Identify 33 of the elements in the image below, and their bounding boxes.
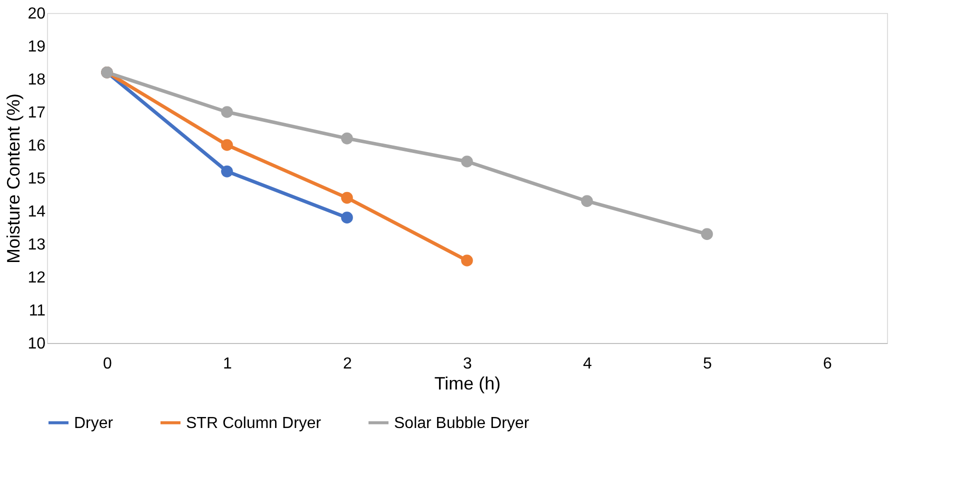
y-tick-label: 15 — [28, 170, 46, 188]
point — [341, 212, 353, 224]
y-tick-label: 16 — [28, 138, 46, 154]
y-tick-label: 11 — [28, 302, 46, 320]
x-tick-label: 1 — [223, 356, 232, 372]
point — [581, 195, 593, 208]
x-tick-label: 5 — [703, 356, 712, 372]
legend-label: Solar Bubble Dryer — [394, 414, 530, 432]
x-tick-label: 6 — [823, 356, 832, 372]
point — [461, 254, 473, 266]
point — [221, 165, 233, 178]
y-tick-label: 13 — [28, 236, 46, 254]
y-tick-label: 12 — [28, 270, 46, 286]
y-tick-label: 17 — [28, 104, 46, 122]
y-tick-label: 19 — [28, 38, 46, 56]
y-tick-label: 20 — [28, 6, 46, 22]
x-axis-title: Time (h) — [434, 374, 501, 394]
point — [221, 139, 233, 151]
point — [461, 156, 473, 168]
x-tick-label: 3 — [463, 356, 472, 372]
legend-label: Dryer — [74, 414, 114, 432]
point — [341, 192, 353, 204]
point — [701, 228, 713, 240]
y-axis-title: Moisture Content (%) — [4, 93, 24, 264]
x-tick-label: 0 — [103, 356, 112, 372]
x-tick-label: 4 — [583, 356, 592, 372]
y-tick-label: 14 — [28, 204, 46, 220]
x-tick-label: 2 — [343, 356, 352, 372]
point — [221, 106, 233, 118]
y-tick-label: 10 — [28, 336, 46, 352]
y-tick-label: 18 — [28, 72, 46, 88]
point — [341, 132, 353, 144]
legend-label: STR Column Dryer — [186, 414, 322, 432]
